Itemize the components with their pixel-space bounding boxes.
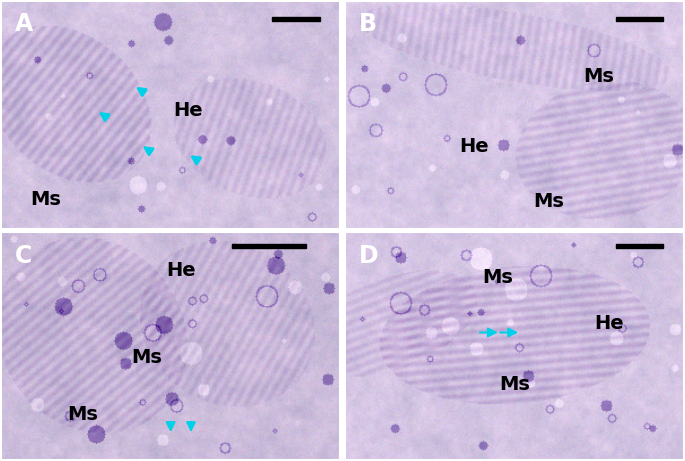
Text: C: C xyxy=(15,243,32,267)
Text: Ms: Ms xyxy=(132,348,162,367)
Text: D: D xyxy=(358,243,378,267)
Text: A: A xyxy=(15,12,33,36)
Text: Ms: Ms xyxy=(482,268,513,287)
Text: B: B xyxy=(358,12,377,36)
Bar xyxy=(616,18,663,21)
Text: He: He xyxy=(166,261,196,280)
Text: Ms: Ms xyxy=(499,375,530,394)
Bar xyxy=(232,244,306,248)
Text: Ms: Ms xyxy=(67,405,98,424)
Text: Ms: Ms xyxy=(533,192,564,211)
Bar xyxy=(272,18,320,21)
Text: He: He xyxy=(459,137,488,156)
Bar xyxy=(616,244,663,248)
Text: He: He xyxy=(173,101,202,120)
Text: Ms: Ms xyxy=(584,67,614,86)
Text: Ms: Ms xyxy=(30,189,61,209)
Text: He: He xyxy=(595,314,624,333)
